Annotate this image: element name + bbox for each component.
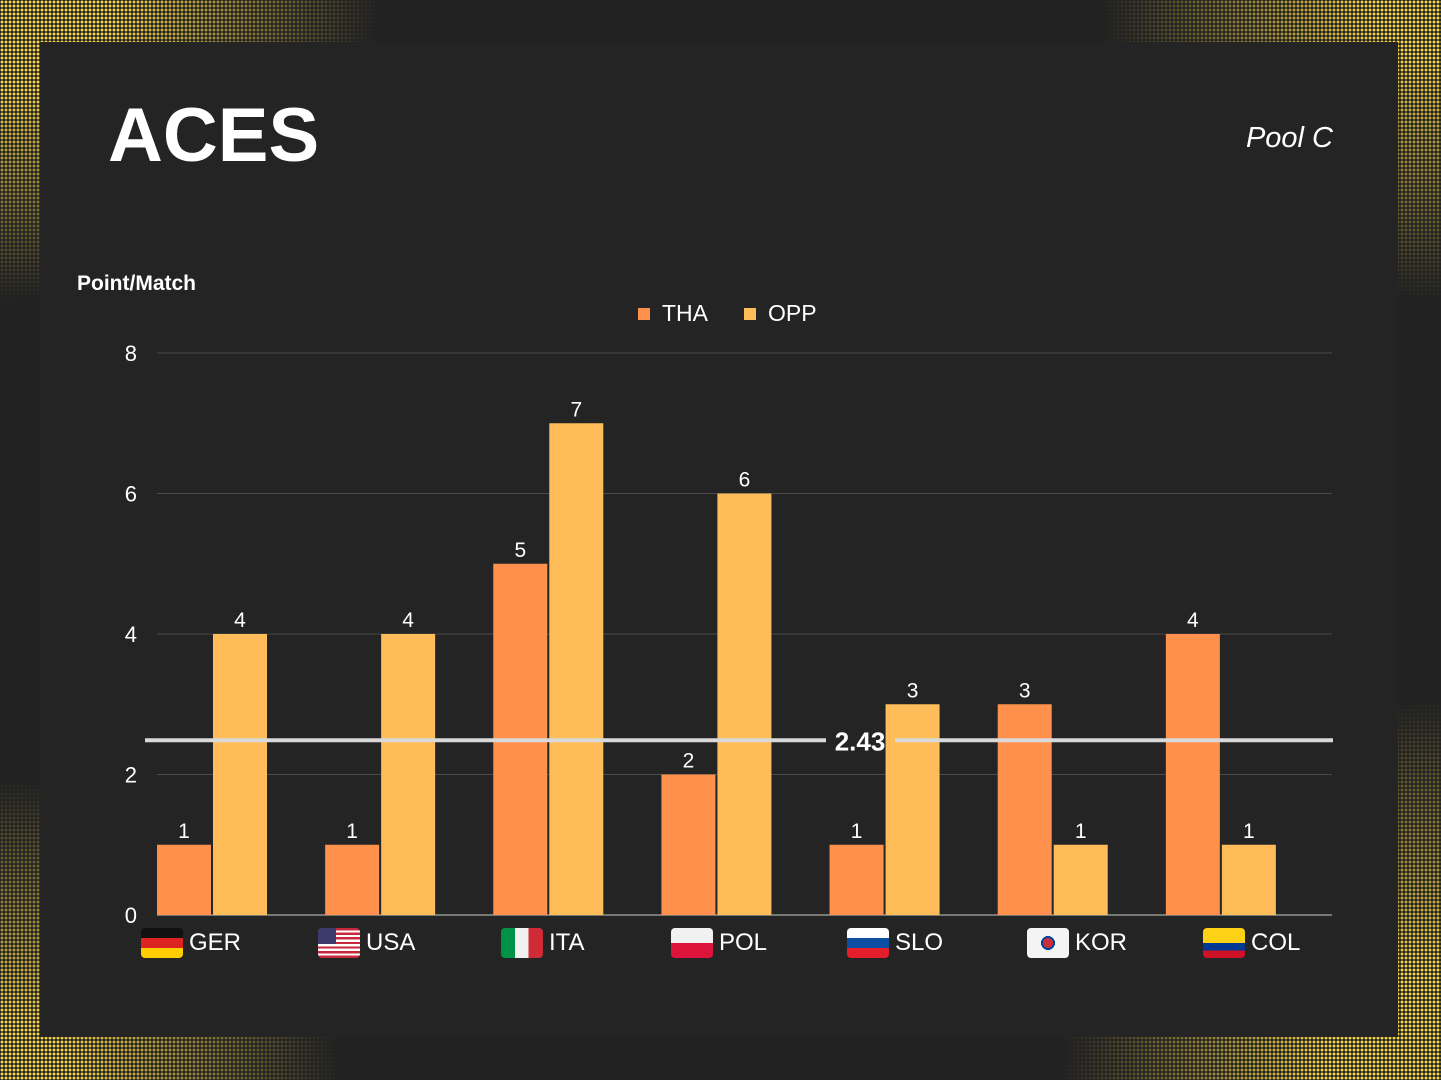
data-label: 6 [739,469,751,492]
y-tick-label: 8 [125,341,137,366]
bar-opp-kor [1053,844,1108,915]
x-tick-kor: KOR [1027,928,1127,958]
x-tick-ita: ITA [501,928,585,958]
legend-swatch [744,307,756,320]
ger-flag-icon [141,928,183,958]
bar-opp-ger [213,634,267,915]
category-label: SLO [895,929,944,956]
average-label: 2.43 [835,726,886,756]
bar-tha-col [1165,634,1220,915]
bar-tha-ger [157,844,211,915]
category-label: COL [1251,929,1301,956]
chart-title: ACES [108,93,320,178]
x-tick-col: COL [1203,928,1300,958]
legend-item-tha: THA [638,300,708,327]
data-label: 1 [178,820,190,843]
legend-swatch [638,307,650,320]
legend-item-opp: OPP [744,300,817,327]
slo-flag-icon [847,928,889,958]
y-tick-label: 4 [125,622,137,647]
ita-flag-icon [501,928,543,958]
category-label: POL [719,929,768,956]
bar-tha-usa [325,844,380,915]
flag-canton [318,928,336,944]
category-label: KOR [1075,929,1128,956]
legend-label: OPP [768,300,817,326]
usa-flag-icon [318,928,360,958]
y-tick-label: 2 [125,763,137,788]
x-tick-ger: GER [141,928,241,958]
data-label: 3 [907,679,919,702]
bar-opp-usa [381,634,436,915]
pool-label: Pool C [1245,122,1333,154]
data-label: 1 [1243,820,1255,843]
kor-flag-icon [1027,928,1069,958]
data-label: 7 [570,398,582,421]
bar-tha-slo [829,844,884,915]
y-axis-label: Point/Match [77,272,196,295]
data-label: 5 [514,539,526,562]
x-tick-usa: USA [318,928,415,958]
x-tick-slo: SLO [847,928,943,958]
data-label: 4 [1187,609,1199,632]
data-label: 4 [402,609,414,632]
y-tick-label: 0 [125,903,137,928]
bar-opp-ita [549,423,604,915]
x-tick-pol: POL [671,928,767,958]
category-label: USA [366,929,416,956]
category-label: GER [189,929,242,956]
bar-opp-slo [885,704,940,915]
bar-tha-pol [661,774,716,915]
data-label: 1 [1075,820,1087,843]
legend: THA OPP [638,300,817,327]
data-label: 2 [683,750,695,773]
data-label: 4 [234,609,246,632]
bar-opp-pol [717,493,772,915]
data-label: 3 [1019,679,1031,702]
legend-label: THA [662,300,708,326]
col-flag-icon [1203,928,1245,958]
bar-tha-kor [997,704,1052,915]
data-label: 1 [346,820,358,843]
pol-flag-icon [671,928,713,958]
category-label: ITA [549,929,585,956]
data-label: 1 [851,820,863,843]
y-tick-label: 6 [125,482,137,507]
bar-opp-col [1221,844,1276,915]
